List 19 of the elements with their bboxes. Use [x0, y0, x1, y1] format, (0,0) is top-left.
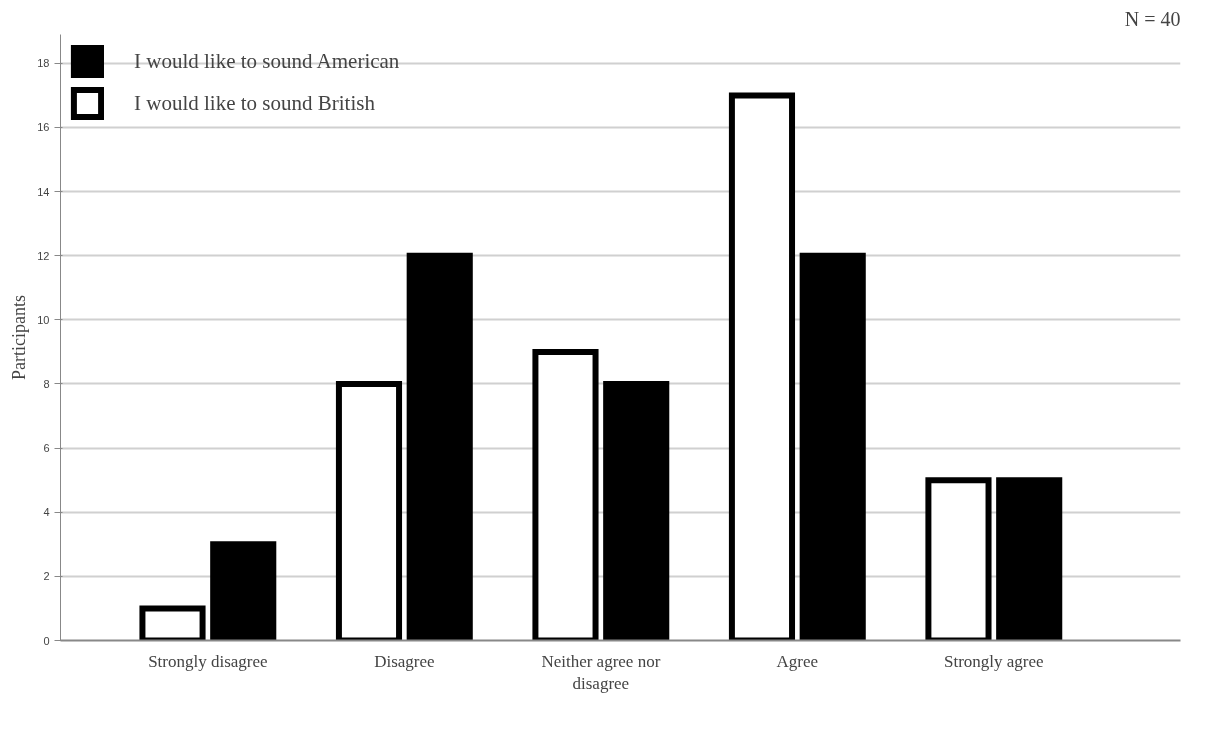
legend-label: I would like to sound British [134, 90, 375, 116]
y-tick-label: 14 [37, 185, 50, 198]
y-tick-label: 16 [37, 121, 50, 134]
legend-label: I would like to sound American [134, 48, 400, 74]
x-tick-label: Strongly agree [944, 651, 1044, 671]
x-tick-label: Disagree [374, 651, 435, 671]
y-tick-label: 18 [37, 57, 50, 70]
y-tick-label: 2 [43, 570, 50, 583]
y-tick-label: 8 [43, 377, 50, 390]
y-tick-label: 10 [37, 313, 50, 326]
x-tick-label: Strongly disagree [148, 651, 268, 671]
text: N = 40 [1124, 7, 1181, 30]
y-axis-title: Participants [9, 295, 30, 380]
y-tick-label: 6 [43, 442, 50, 455]
x-tick-label: Agree [776, 651, 819, 671]
x-tick-label: Neither agree nor disagree [541, 651, 661, 694]
y-tick-label: 0 [43, 634, 50, 647]
y-tick-label: 12 [37, 249, 50, 262]
y-tick-label: 4 [43, 506, 50, 519]
